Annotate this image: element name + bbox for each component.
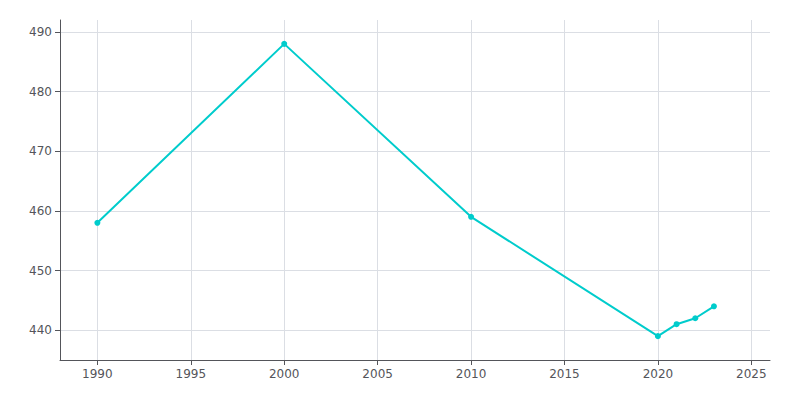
- svg-text:480: 480: [29, 85, 52, 99]
- svg-text:490: 490: [29, 25, 52, 39]
- svg-text:450: 450: [29, 264, 52, 278]
- svg-text:2025: 2025: [736, 367, 767, 381]
- svg-text:2010: 2010: [456, 367, 487, 381]
- svg-text:2015: 2015: [549, 367, 580, 381]
- svg-text:1995: 1995: [176, 367, 207, 381]
- svg-text:2000: 2000: [269, 367, 300, 381]
- svg-text:470: 470: [29, 144, 52, 158]
- svg-text:1990: 1990: [82, 367, 113, 381]
- svg-text:440: 440: [29, 323, 52, 337]
- svg-text:2020: 2020: [643, 367, 674, 381]
- svg-text:460: 460: [29, 204, 52, 218]
- svg-text:2005: 2005: [362, 367, 393, 381]
